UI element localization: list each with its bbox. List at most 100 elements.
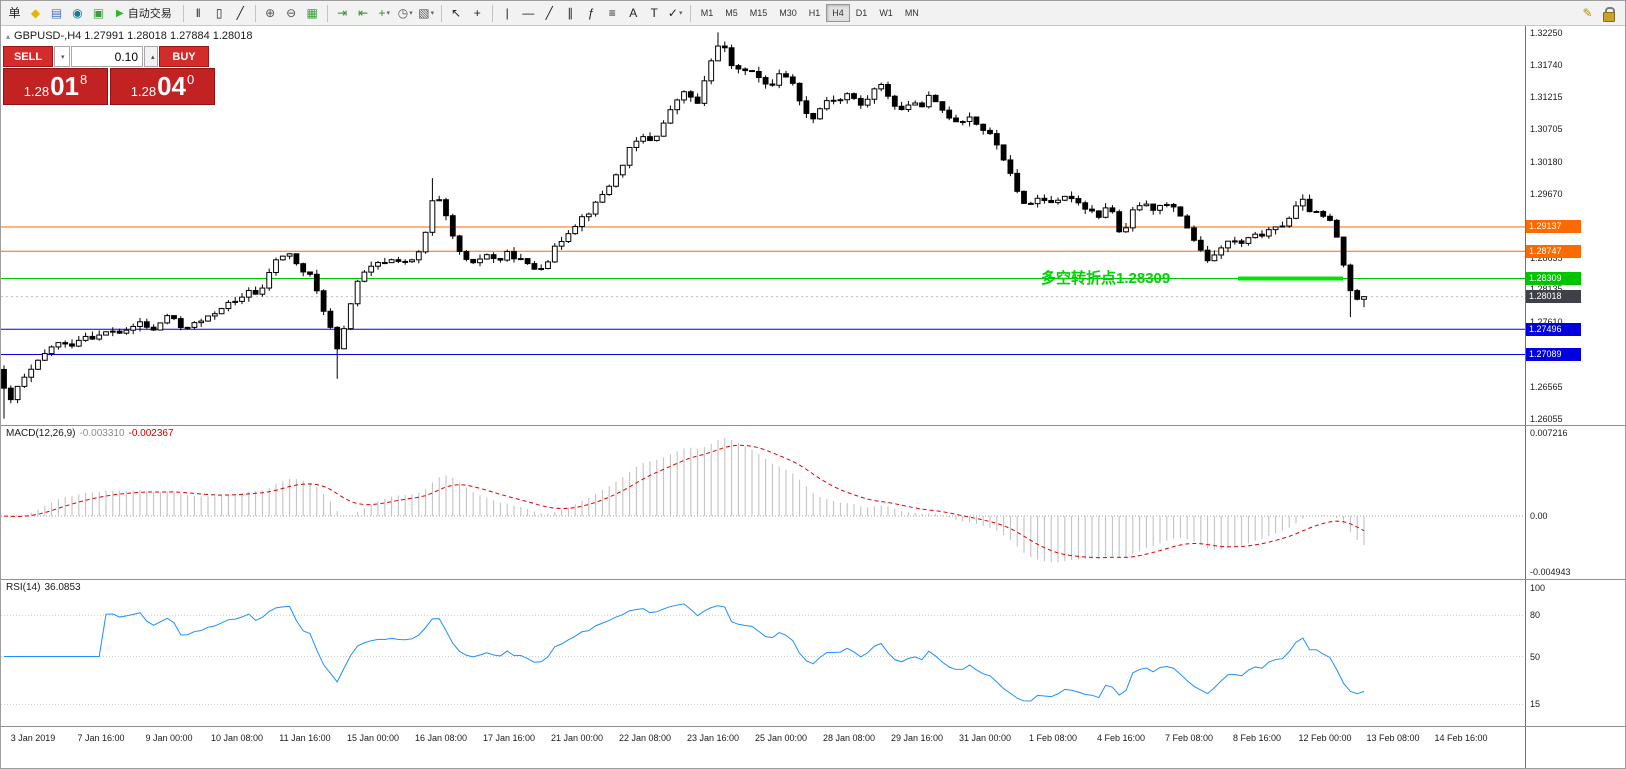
tile-windows-glyph: ▦: [306, 6, 318, 20]
time-axis-label: 25 Jan 00:00: [754, 733, 808, 743]
timeframe-M1-button[interactable]: M1: [695, 4, 720, 22]
equidistant-channel-button[interactable]: ∥: [560, 3, 581, 23]
shapes-button[interactable]: ≡: [602, 3, 623, 23]
bid-price-badge: 1.28018: [1526, 290, 1581, 304]
auto-scroll-button[interactable]: ⇥: [332, 3, 353, 23]
zoom-in-glyph: ⊕: [265, 6, 276, 20]
price-axis-tick: 1.31740: [1530, 59, 1563, 70]
periods-glyph: ◷: [397, 6, 409, 20]
crosshair-button[interactable]: +: [467, 3, 488, 23]
vertical-line-button[interactable]: |: [497, 3, 518, 23]
timeframe-M30-button[interactable]: M30: [773, 4, 803, 22]
price-axis-tick: 1.30180: [1530, 156, 1563, 167]
market-watch-icon[interactable]: ◆: [25, 3, 46, 23]
price-axis-tick: 1.26055: [1530, 413, 1563, 424]
time-axis-label: 7 Jan 16:00: [77, 733, 125, 743]
label-button[interactable]: T: [644, 3, 665, 23]
pencil-edit-button[interactable]: ✎: [1577, 3, 1598, 23]
arrows-glyph: ✓: [667, 6, 678, 20]
crosshair-glyph: +: [473, 6, 481, 20]
main-toolbar: 单 ◆ ▤ ◉ ▣ ▶ 自动交易 ‖ ▯ ╱ ⊕ ⊖ ▦ ⇥ ⇤ + ▾ ◷ ▾ ▧ ▾ ↖ + | — ╱ ∥ ƒ ≡ A T ✓ ▾ M1 M5…: [1, 1, 1625, 26]
indicators-button[interactable]: + ▾: [374, 3, 395, 23]
toolbar-separator: [491, 4, 493, 22]
timeframe-W1-button[interactable]: W1: [873, 4, 899, 22]
arrows-button[interactable]: ✓ ▾: [665, 3, 686, 23]
label-glyph: T: [650, 6, 658, 20]
candlestick-chart-button[interactable]: ▯: [209, 3, 230, 23]
one-click-price-row: 1.28 01 8 1.28 04 0: [3, 68, 215, 105]
timeframe-MN-button[interactable]: MN: [899, 4, 925, 22]
zoom-in-button[interactable]: ⊕: [260, 3, 281, 23]
vertical-line-glyph: |: [505, 6, 509, 20]
charts-window-icon-glyph: ▤: [50, 6, 63, 20]
one-click-top-row: SELL ▾ ▴ BUY: [3, 46, 215, 67]
rsi-panel-canvas[interactable]: [1, 580, 1525, 726]
price-level-badge: 1.28309: [1526, 272, 1581, 286]
chart-shift-button[interactable]: ⇤: [353, 3, 374, 23]
bar-chart-button[interactable]: ‖: [188, 3, 209, 23]
one-click-collapse-icon[interactable]: ▴: [6, 31, 11, 41]
time-axis[interactable]: 3 Jan 2019 7 Jan 16:00 9 Jan 00:00 10 Jan 0…: [1, 727, 1625, 749]
cursor-glyph: ↖: [451, 6, 462, 20]
line-chart-button[interactable]: ╱: [230, 3, 251, 23]
time-axis-label: 7 Feb 08:00: [1164, 733, 1214, 743]
trendline-button[interactable]: ╱: [539, 3, 560, 23]
time-axis-label: 15 Jan 00:00: [346, 733, 400, 743]
terminal-icon[interactable]: ▣: [88, 3, 109, 23]
price-level-badge: 1.29137: [1526, 220, 1581, 234]
timeframe-H4-button[interactable]: H4: [826, 4, 850, 22]
zoom-out-button[interactable]: ⊖: [281, 3, 302, 23]
volume-dropdown-button[interactable]: ▾: [54, 46, 70, 67]
macd-axis-label: 0.00: [1530, 511, 1548, 521]
timeframe-H1-button[interactable]: H1: [803, 4, 827, 22]
fibonacci-button[interactable]: ƒ: [581, 3, 602, 23]
toolbar-separator: [182, 4, 184, 22]
chart-shift-glyph: ⇤: [358, 6, 369, 20]
dropdown-arrow-icon: ▾: [409, 10, 413, 17]
lock-body: [1603, 11, 1615, 22]
sell-price-display[interactable]: 1.28 01 8: [3, 68, 108, 105]
panel-resize-handle[interactable]: [1, 579, 1625, 580]
volume-input[interactable]: [71, 46, 143, 67]
tile-windows-button[interactable]: ▦: [302, 3, 323, 23]
text-button[interactable]: A: [623, 3, 644, 23]
auto-scroll-glyph: ⇥: [337, 6, 348, 20]
buy-button[interactable]: BUY: [159, 46, 209, 67]
timeframe-D1-button[interactable]: D1: [850, 4, 874, 22]
charts-window-icon[interactable]: ▤: [46, 3, 67, 23]
timeframe-M5-button[interactable]: M5: [719, 4, 744, 22]
time-axis-label: 22 Jan 08:00: [618, 733, 672, 743]
price-axis-tick: 1.30705: [1530, 124, 1563, 135]
price-axis[interactable]: 1.32250 1.31740 1.31215 1.30705 1.30180 1.296…: [1525, 26, 1625, 768]
time-axis-label: 29 Jan 16:00: [890, 733, 944, 743]
panel-resize-handle[interactable]: [1, 726, 1625, 727]
periods-button[interactable]: ◷ ▾: [395, 3, 416, 23]
navigator-icon[interactable]: ◉: [67, 3, 88, 23]
volume-increase-button[interactable]: ▴: [144, 46, 158, 67]
candlestick-chart-glyph: ▯: [215, 6, 223, 20]
pivot-annotation-text[interactable]: 多空转折点1.28309: [1041, 269, 1171, 287]
price-axis-tick: 1.27610: [1530, 317, 1563, 327]
rsi-name: RSI(14): [6, 582, 41, 593]
time-axis-label: 4 Feb 16:00: [1096, 733, 1146, 743]
price-level-badge: 1.28747: [1526, 244, 1581, 258]
time-axis-label: 12 Feb 00:00: [1298, 733, 1352, 743]
timeframe-M15-button[interactable]: M15: [744, 4, 774, 22]
templates-button[interactable]: ▧ ▾: [416, 3, 437, 23]
sell-button[interactable]: SELL: [3, 46, 53, 67]
sell-price-sup: 8: [80, 72, 88, 87]
price-axis-tick: 1.29670: [1530, 188, 1563, 199]
cursor-button[interactable]: ↖: [446, 3, 467, 23]
horizontal-line-button[interactable]: —: [518, 3, 539, 23]
time-axis-label: 1 Feb 08:00: [1028, 733, 1078, 743]
macd-panel-canvas[interactable]: [1, 426, 1525, 579]
lock-charts-button[interactable]: [1598, 3, 1622, 23]
new-order-button[interactable]: 单: [4, 3, 25, 23]
buy-price-display[interactable]: 1.28 04 0: [110, 68, 215, 105]
autotrading-button[interactable]: ▶ 自动交易: [109, 3, 179, 23]
shapes-glyph: ≡: [608, 6, 616, 20]
main-chart-canvas[interactable]: [1, 26, 1525, 425]
panel-resize-handle[interactable]: [1, 425, 1625, 426]
time-axis-label: 14 Feb 16:00: [1434, 733, 1488, 743]
sell-price-big: 1.28: [23, 84, 50, 99]
